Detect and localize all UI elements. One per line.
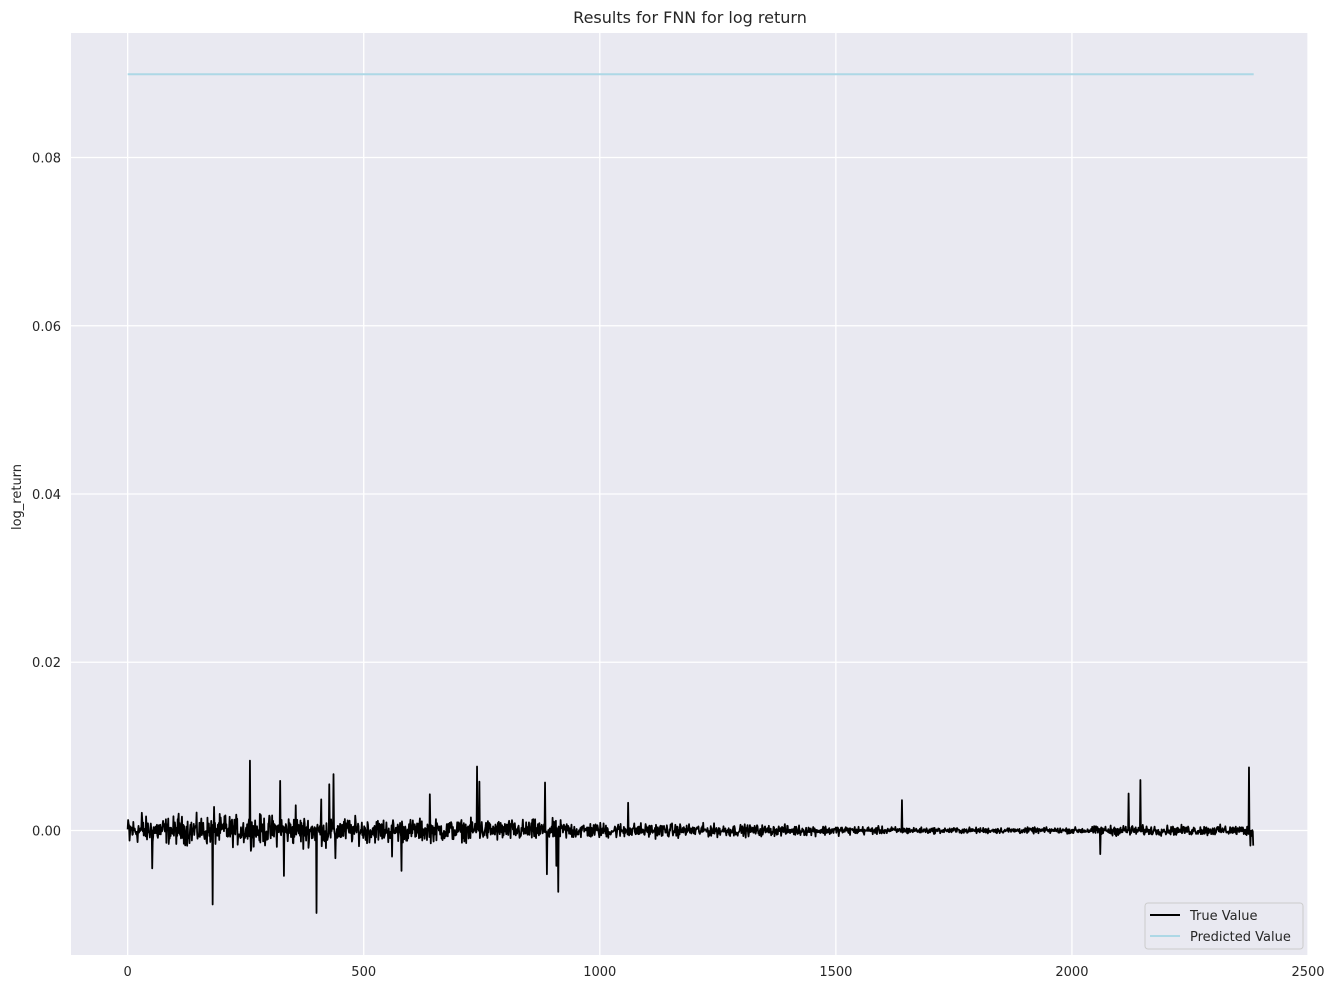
x-tick-label: 2500 [1291, 965, 1324, 980]
y-tick-label: 0.02 [32, 656, 61, 671]
legend-label-predicted-value: Predicted Value [1190, 930, 1291, 945]
y-tick-label: 0.04 [32, 488, 61, 503]
series-layer [126, 73, 1255, 914]
legend-box [1144, 902, 1304, 950]
chart-title: Results for FNN for log return [573, 8, 807, 27]
x-tick-label: 2000 [1055, 965, 1088, 980]
legend: True Value Predicted Value [1144, 902, 1304, 950]
legend-label-true-value: True Value [1189, 909, 1257, 924]
y-tick-label: 0.00 [32, 824, 61, 839]
grid-lines [71, 33, 1309, 955]
tick-labels: 0 500 1000 1500 2000 2500 0.00 0.02 0.04 0.06 0.08 [32, 152, 1325, 980]
series-line-true-value [126, 759, 1255, 914]
y-tick-label: 0.06 [32, 320, 61, 335]
y-axis-label: log_return [10, 464, 25, 530]
x-tick-label: 1000 [583, 965, 616, 980]
x-tick-label: 0 [124, 965, 132, 980]
x-tick-label: 1500 [819, 965, 852, 980]
x-tick-label: 500 [351, 965, 376, 980]
y-tick-label: 0.08 [32, 152, 61, 167]
